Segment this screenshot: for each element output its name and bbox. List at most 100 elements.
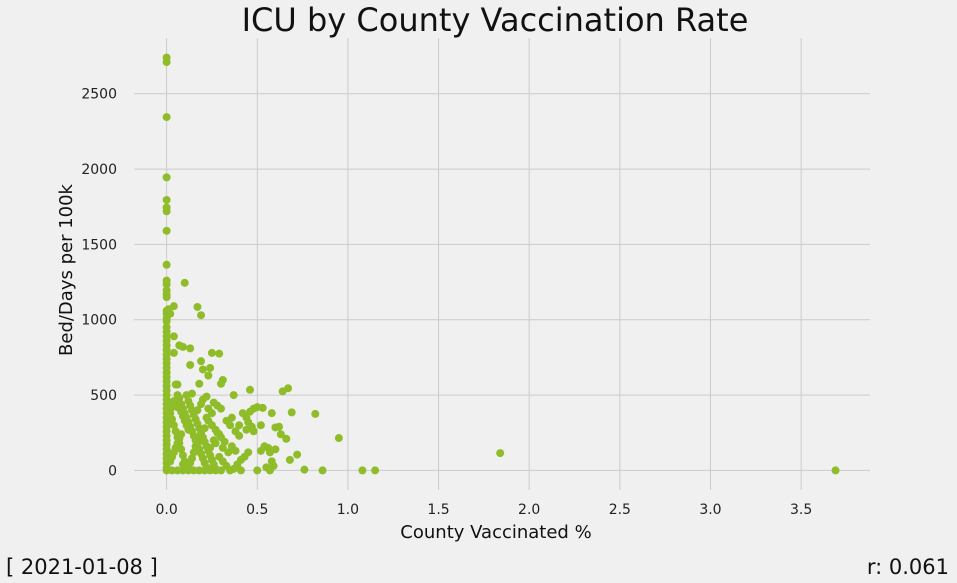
data-point xyxy=(215,430,224,439)
data-point xyxy=(217,404,226,413)
data-point xyxy=(206,363,215,372)
data-point xyxy=(180,457,189,466)
data-point xyxy=(168,466,177,475)
data-point xyxy=(162,58,171,67)
x-tick-label: 3.5 xyxy=(790,502,812,518)
data-point xyxy=(202,392,211,401)
data-point xyxy=(177,445,186,454)
data-point xyxy=(169,421,178,430)
data-point xyxy=(318,466,327,475)
data-point xyxy=(195,379,204,388)
y-tick-label: 2500 xyxy=(81,87,117,103)
data-point xyxy=(218,443,227,452)
data-point xyxy=(180,278,189,287)
data-point xyxy=(166,309,175,318)
data-point xyxy=(265,466,274,475)
x-tick-label: 3.0 xyxy=(699,502,721,518)
grid-lines xyxy=(134,38,870,490)
data-point xyxy=(285,455,294,464)
correlation-label: r: 0.061 xyxy=(866,555,949,579)
y-tick-label: 2000 xyxy=(81,162,117,178)
data-point xyxy=(162,195,171,204)
date-label: [ 2021-01-08 ] xyxy=(6,555,158,579)
x-tick-labels: 0.0 0.5 1.0 1.5 2.0 2.5 3.0 3.5 xyxy=(155,502,812,518)
data-point xyxy=(226,421,235,430)
data-point xyxy=(193,406,202,415)
data-point xyxy=(233,463,242,472)
x-tick-label: 1.0 xyxy=(337,502,359,518)
x-tick-label: 2.5 xyxy=(609,502,631,518)
data-point xyxy=(169,348,178,357)
data-point xyxy=(256,446,265,455)
data-point xyxy=(271,445,280,454)
data-point xyxy=(231,446,240,455)
data-point xyxy=(275,422,284,431)
data-point xyxy=(168,415,177,424)
data-point xyxy=(169,332,178,341)
data-point xyxy=(207,348,216,357)
x-tick-label: 0.0 xyxy=(155,502,177,518)
data-point xyxy=(175,394,184,403)
data-point xyxy=(276,430,285,439)
data-point xyxy=(175,439,184,448)
data-point xyxy=(293,450,302,459)
data-point xyxy=(186,360,195,369)
y-tick-labels: 0 500 1000 1500 2000 2500 xyxy=(81,87,117,480)
data-point xyxy=(235,421,244,430)
data-point xyxy=(166,457,175,466)
data-point xyxy=(300,465,309,474)
data-point xyxy=(287,408,296,417)
data-point xyxy=(197,311,206,320)
y-axis-label: Bed/Days per 100k xyxy=(56,183,77,356)
data-point xyxy=(256,421,265,430)
data-point xyxy=(206,443,215,452)
x-tick-label: 2.0 xyxy=(518,502,540,518)
data-point xyxy=(204,404,213,413)
data-point xyxy=(229,391,238,400)
data-point xyxy=(162,113,171,122)
data-point xyxy=(200,424,209,433)
data-point xyxy=(197,430,206,439)
data-point xyxy=(169,302,178,311)
y-tick-label: 1500 xyxy=(81,237,117,253)
data-point xyxy=(178,342,187,351)
data-point xyxy=(166,409,175,418)
chart-title: ICU by County Vaccination Rate xyxy=(242,1,749,39)
data-point xyxy=(162,280,171,289)
y-tick-label: 500 xyxy=(90,388,117,404)
data-point xyxy=(311,409,320,418)
data-point xyxy=(211,439,220,448)
data-point xyxy=(162,317,171,326)
data-point xyxy=(197,400,206,409)
y-tick-label: 1000 xyxy=(81,313,117,329)
data-point xyxy=(186,344,195,353)
y-tick-label: 0 xyxy=(108,463,117,479)
data-point xyxy=(218,376,227,385)
data-point xyxy=(193,302,202,311)
data-point xyxy=(249,404,258,413)
data-point xyxy=(162,260,171,269)
data-point xyxy=(227,413,236,422)
data-point xyxy=(162,226,171,235)
x-tick-label: 1.5 xyxy=(427,502,449,518)
data-point xyxy=(168,403,177,412)
data-point xyxy=(282,434,291,443)
data-point xyxy=(198,365,207,374)
data-point xyxy=(188,389,197,398)
data-point xyxy=(222,461,231,470)
data-point xyxy=(173,380,182,389)
data-point xyxy=(178,451,187,460)
data-point xyxy=(496,449,505,458)
data-point xyxy=(162,293,171,302)
data-point xyxy=(162,173,171,182)
x-axis-label: County Vaccinated % xyxy=(400,522,591,543)
data-point xyxy=(284,384,293,393)
data-point xyxy=(197,357,206,366)
data-point xyxy=(235,431,244,440)
data-point xyxy=(249,427,258,436)
data-point xyxy=(371,466,380,475)
data-point xyxy=(171,427,180,436)
data-point xyxy=(246,385,255,394)
x-tick-label: 0.5 xyxy=(246,502,268,518)
